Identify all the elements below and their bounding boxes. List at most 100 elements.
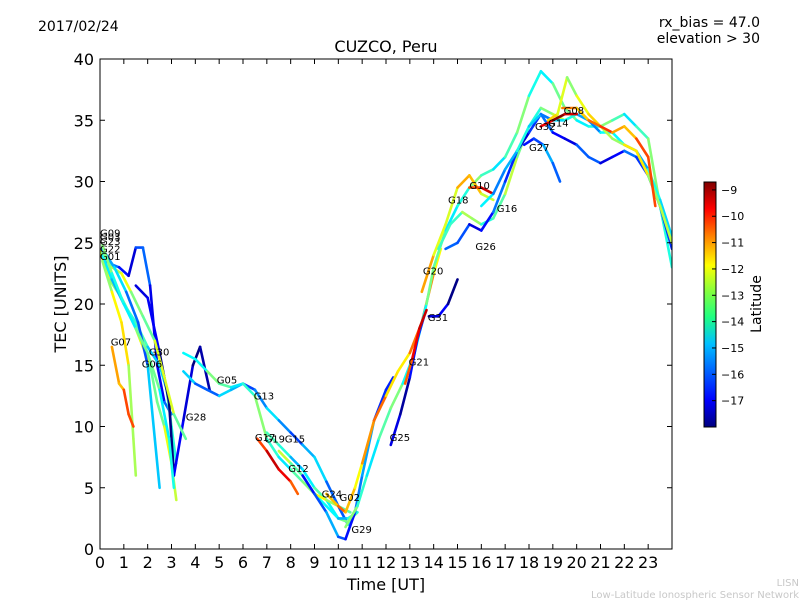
series-g26-segment (551, 131, 567, 140)
series-g18-segment (460, 210, 474, 220)
colorbar (703, 181, 717, 428)
series-g02-segment (396, 351, 412, 373)
series-g16-segment (515, 125, 531, 153)
series-g05-segment (253, 388, 269, 410)
series-g01-segment (132, 437, 138, 477)
series-g06-segment (146, 345, 161, 367)
series-g08-segment (575, 106, 590, 122)
series-g13-segment (217, 382, 233, 389)
satellite-label-g18: G18 (448, 196, 468, 207)
series-g20-segment (444, 186, 459, 226)
series-g08-segment (599, 125, 614, 134)
plot-area (100, 59, 672, 549)
x-tick-label: 16 (471, 553, 491, 572)
satellite-label-g31: G31 (428, 313, 448, 324)
series-g14-segment (658, 204, 672, 245)
x-tick-label: 10 (328, 553, 348, 572)
series-g06-segment (101, 253, 114, 281)
series-g28-segment (182, 363, 195, 422)
series-g29-segment (599, 119, 614, 128)
series-g01-segment (101, 259, 114, 294)
series-g26-segment (479, 210, 495, 232)
series-g13-segment (206, 370, 221, 385)
series-g24-segment (325, 510, 340, 539)
series-g02-segment (384, 370, 400, 398)
series-g22-segment (101, 243, 114, 275)
series-g28-segment (146, 296, 161, 355)
series-g24-segment (384, 376, 395, 392)
series-g23-segment (124, 290, 140, 324)
series-g05-segment (265, 406, 281, 422)
x-tick-label: 13 (400, 553, 420, 572)
y-tick-label: 35 (74, 111, 94, 130)
series-g05-segment (301, 443, 316, 459)
series-g19-segment (277, 468, 293, 483)
x-tick-label: 20 (566, 553, 586, 572)
satellite-label-g10: G10 (469, 181, 489, 192)
series-g20-segment (432, 223, 447, 257)
series-g27-segment (522, 137, 536, 147)
series-g05-segment (182, 370, 197, 385)
series-g29-segment (539, 70, 555, 85)
colorbar-tick-label: −12 (721, 263, 744, 276)
y-tick-label: 5 (84, 479, 94, 498)
series-g21-segment (418, 308, 428, 330)
colorbar-tick-label: −13 (721, 289, 744, 302)
satellite-label-g12: G12 (288, 464, 308, 475)
series-g15-segment (325, 498, 340, 520)
satellite-label-g15: G15 (285, 434, 305, 445)
series-g29-segment (365, 437, 381, 477)
series-g15-segment (289, 455, 304, 471)
series-g29-segment (575, 119, 590, 128)
series-g26-segment (456, 223, 471, 245)
series-g14-segment (546, 112, 559, 122)
series-g18-segment (491, 192, 507, 220)
series-g29-segment (389, 382, 405, 410)
series-g03-segment (120, 272, 133, 294)
elevation-label: elevation > 30 (657, 31, 760, 47)
colorbar-label: Latitude (749, 275, 765, 333)
series-g28-segment (191, 345, 202, 367)
series-g26-segment (599, 155, 614, 165)
series-g12-segment (277, 449, 293, 465)
series-g05-segment (217, 388, 233, 398)
satellite-label-g08: G08 (564, 106, 584, 117)
x-tick-label: 19 (543, 553, 563, 572)
series-g26-segment (575, 143, 590, 159)
satellite-label-g03: G03 (100, 232, 120, 243)
x-tick-label: 11 (352, 553, 372, 572)
series-g18-segment (437, 223, 452, 251)
x-tick-label: 22 (614, 553, 634, 572)
series-g09-segment (127, 412, 135, 428)
x-tick-label: 5 (214, 553, 224, 572)
series-g03-segment (153, 339, 166, 379)
series-g02-segment (360, 419, 376, 465)
series-g10-segment (479, 186, 495, 196)
satellite-label-g29: G29 (351, 525, 371, 536)
series-g30-segment (148, 363, 159, 404)
x-tick-label: 17 (495, 553, 515, 572)
series-g26-segment (587, 155, 602, 165)
series-g03-segment (172, 412, 188, 441)
x-tick-label: 9 (309, 553, 319, 572)
series-g24-segment (313, 492, 328, 514)
series-g05-segment (206, 388, 221, 398)
series-g12-segment (289, 461, 304, 477)
series-g18-segment (470, 217, 483, 226)
satellite-label-g23: G23 (100, 237, 120, 248)
series-g14-segment (622, 143, 638, 153)
x-tick-label: 15 (447, 553, 467, 572)
series-g15-segment (277, 443, 293, 459)
series-g27-segment (551, 161, 562, 183)
series-g24-segment (301, 474, 316, 496)
series-g30-segment (155, 400, 166, 428)
series-g20-segment (468, 174, 483, 196)
series-g25-segment (398, 376, 412, 416)
satellite-label-g21: G21 (409, 357, 429, 368)
y-axis-ticks: 0 5 10 15 20 25 30 35 40 (74, 50, 672, 559)
y-tick-label: 15 (74, 356, 94, 375)
series-g19-segment (289, 480, 300, 496)
satellite-label-g26: G26 (475, 242, 495, 253)
series-g16-segment (479, 192, 495, 208)
